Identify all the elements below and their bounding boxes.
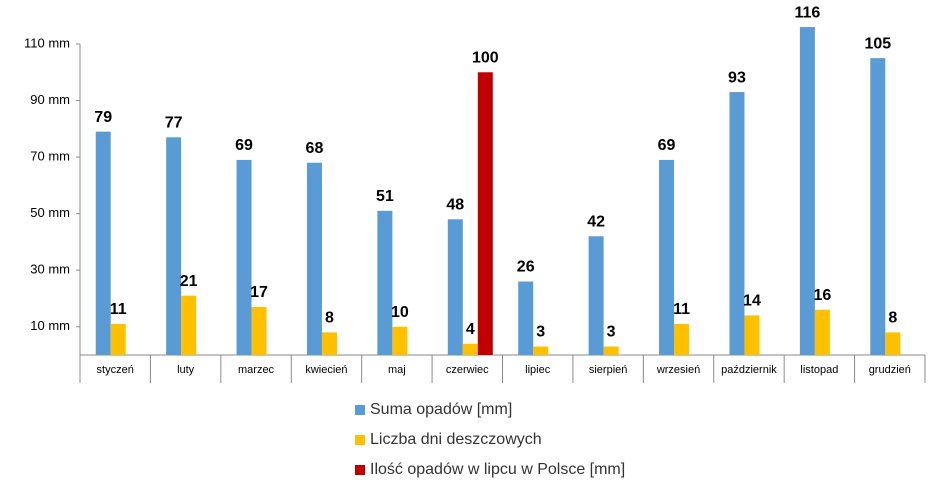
legend-label: Ilość opadów w lipcu w Polsce [mm] <box>370 461 625 478</box>
bar <box>659 159 675 355</box>
bar <box>814 309 830 355</box>
bar <box>95 131 111 355</box>
value-label: 10 <box>391 304 409 321</box>
bar <box>518 281 534 355</box>
x-tick-label: lipiec <box>525 364 551 376</box>
value-label: 3 <box>536 324 545 341</box>
bar <box>321 332 337 355</box>
value-label: 100 <box>472 49 499 66</box>
bar <box>447 219 463 355</box>
bar <box>477 72 493 355</box>
value-label: 11 <box>110 301 127 318</box>
bar <box>462 343 478 355</box>
value-label: 116 <box>794 4 820 21</box>
value-label: 26 <box>517 259 535 276</box>
value-label: 51 <box>376 188 394 205</box>
y-tick-label: 10 mm <box>30 318 70 333</box>
value-label: 48 <box>446 197 464 214</box>
bar <box>870 58 886 356</box>
value-label: 93 <box>728 69 746 86</box>
x-tick-label: październik <box>721 364 777 376</box>
bar <box>885 332 901 355</box>
bar <box>110 323 126 355</box>
value-label: 3 <box>607 324 616 341</box>
bar <box>166 137 182 355</box>
bar <box>251 306 267 355</box>
legend-swatch <box>355 405 365 415</box>
value-label: 8 <box>888 310 897 327</box>
bar <box>392 326 408 355</box>
value-label: 69 <box>658 137 676 154</box>
bar <box>744 315 760 355</box>
bar <box>729 92 745 356</box>
value-label: 68 <box>306 140 324 157</box>
value-label: 14 <box>743 293 761 310</box>
bar <box>181 295 197 355</box>
value-label: 11 <box>673 301 690 318</box>
x-tick-label: grudzień <box>869 364 911 376</box>
bar <box>603 346 619 355</box>
y-tick-label: 90 mm <box>30 92 70 107</box>
x-tick-label: czerwiec <box>446 364 489 376</box>
value-label: 16 <box>813 287 831 304</box>
x-tick-label: kwiecień <box>305 364 347 376</box>
value-label: 21 <box>180 273 198 290</box>
bar <box>377 210 393 355</box>
legend-label: Suma opadów [mm] <box>370 401 512 418</box>
value-label: 42 <box>587 213 605 230</box>
x-tick-label: wrzesień <box>656 364 700 376</box>
bar <box>674 323 690 355</box>
y-tick-label: 70 mm <box>30 149 70 164</box>
value-label: 69 <box>235 137 253 154</box>
x-tick-label: maj <box>388 364 406 376</box>
x-tick-label: sierpień <box>589 364 628 376</box>
legend-label: Liczba dni deszczowych <box>370 431 542 448</box>
bar <box>799 27 815 355</box>
legend-swatch <box>355 435 365 445</box>
x-tick-label: luty <box>177 364 195 376</box>
x-tick-label: styczeń <box>97 364 134 376</box>
bar <box>588 236 604 355</box>
bar <box>306 162 322 355</box>
bar <box>533 346 549 355</box>
value-label: 8 <box>325 310 334 327</box>
value-label: 105 <box>864 35 891 52</box>
x-tick-label: listopad <box>800 364 838 376</box>
value-label: 79 <box>94 109 112 126</box>
y-tick-label: 110 mm <box>24 35 70 50</box>
value-label: 77 <box>165 115 183 132</box>
x-tick-label: marzec <box>238 364 275 376</box>
value-label: 4 <box>466 321 475 338</box>
value-label: 17 <box>250 284 268 301</box>
y-tick-label: 30 mm <box>30 262 70 277</box>
bar <box>236 159 252 355</box>
legend-swatch <box>355 465 365 475</box>
y-tick-label: 50 mm <box>30 205 70 220</box>
